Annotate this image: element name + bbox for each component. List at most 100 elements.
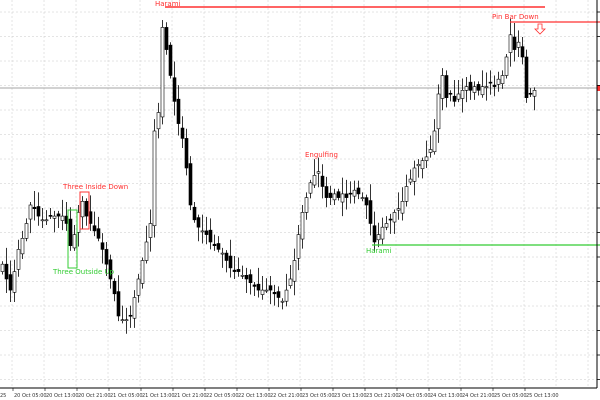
three-inside-down-label: Three Inside Down xyxy=(62,183,128,191)
candle-body xyxy=(96,228,101,239)
candle-body xyxy=(376,234,381,241)
candle xyxy=(232,256,237,279)
candle xyxy=(160,20,165,125)
candle-body xyxy=(108,259,113,280)
candle-body xyxy=(324,186,329,198)
candle xyxy=(288,264,293,289)
candle-body xyxy=(272,292,277,295)
candle xyxy=(420,157,425,179)
candle-body xyxy=(496,78,501,85)
candle-body xyxy=(92,225,97,232)
candle-body xyxy=(344,193,349,198)
candle-body xyxy=(504,56,509,76)
candle-body xyxy=(476,84,481,91)
candle xyxy=(12,259,17,302)
candle-body xyxy=(276,291,281,298)
candle-body xyxy=(420,160,425,170)
candle xyxy=(364,194,369,220)
candle xyxy=(124,307,129,334)
candle xyxy=(228,239,233,278)
candle-body xyxy=(516,41,521,48)
candle xyxy=(224,250,229,273)
time-tick-label: 24 Oct 13:00 xyxy=(430,393,463,399)
candle-body xyxy=(168,44,173,76)
candle xyxy=(528,88,533,97)
time-tick-label: 25 Oct 13:00 xyxy=(526,393,559,399)
candle xyxy=(472,81,477,100)
candle xyxy=(116,275,121,322)
candle-body xyxy=(156,112,161,130)
candle xyxy=(148,209,153,252)
candle xyxy=(120,305,125,324)
candle-body xyxy=(336,191,341,198)
candle xyxy=(476,81,481,96)
candle-body xyxy=(144,241,149,261)
candle xyxy=(312,159,317,188)
candle-body xyxy=(268,285,273,291)
candle xyxy=(484,72,489,101)
candle xyxy=(356,180,361,200)
candle-body xyxy=(240,274,245,277)
candle-body xyxy=(424,156,429,161)
candle-body xyxy=(284,289,289,302)
candle xyxy=(60,199,65,231)
candle-body xyxy=(388,218,393,221)
candle xyxy=(404,174,409,207)
candle-body xyxy=(256,283,261,291)
candle-body xyxy=(16,249,21,270)
candle xyxy=(456,79,461,103)
candle xyxy=(112,278,117,302)
candle xyxy=(156,102,161,139)
candle-body xyxy=(332,193,337,201)
candle xyxy=(4,247,9,294)
candle xyxy=(180,116,185,149)
candle-body xyxy=(80,201,85,218)
candle xyxy=(44,210,49,225)
candle-body xyxy=(360,197,365,199)
candle-body xyxy=(140,260,145,284)
candle xyxy=(272,284,277,306)
candle-body xyxy=(512,36,517,50)
candle xyxy=(396,192,401,220)
candle-body xyxy=(184,138,189,169)
candle xyxy=(300,205,305,249)
candle-body xyxy=(220,252,225,255)
candle-body xyxy=(400,201,405,214)
candle-body xyxy=(112,280,117,295)
time-tick-label: 24 Oct 05:00 xyxy=(398,393,431,399)
candle xyxy=(344,179,349,210)
candle-body xyxy=(412,167,417,182)
candle-body xyxy=(68,218,73,246)
candles xyxy=(0,18,537,334)
candle xyxy=(80,196,85,229)
candle-body xyxy=(404,186,409,202)
candle-body xyxy=(244,274,249,280)
candle xyxy=(264,278,269,294)
candle-body xyxy=(216,243,221,250)
candle-body xyxy=(528,92,533,95)
candle xyxy=(436,84,441,143)
candle-body xyxy=(472,86,477,93)
candle-body xyxy=(312,175,317,186)
candle xyxy=(56,210,61,228)
engulfing-label: Engulfing xyxy=(305,151,338,159)
candle xyxy=(320,164,325,199)
candle xyxy=(236,257,241,277)
candle xyxy=(392,209,397,234)
time-axis: 25 20 Oct 05:00 20 Oct 13:00 20 Oct 21:00 21… xyxy=(0,388,559,399)
candle xyxy=(24,218,29,242)
candle xyxy=(108,254,113,289)
candle xyxy=(168,42,173,79)
candle-body xyxy=(264,289,269,292)
candle-body xyxy=(452,95,457,102)
candle xyxy=(268,276,273,305)
candle-body xyxy=(372,225,377,243)
candle-body xyxy=(308,182,313,194)
candle-body xyxy=(492,84,497,87)
time-tick-label: 22 Oct 13:00 xyxy=(238,393,271,399)
candle xyxy=(40,207,45,228)
candle xyxy=(276,286,281,308)
candle-body xyxy=(12,271,17,293)
harami-bearish-label: Harami xyxy=(155,0,181,8)
candle-body xyxy=(304,197,309,213)
